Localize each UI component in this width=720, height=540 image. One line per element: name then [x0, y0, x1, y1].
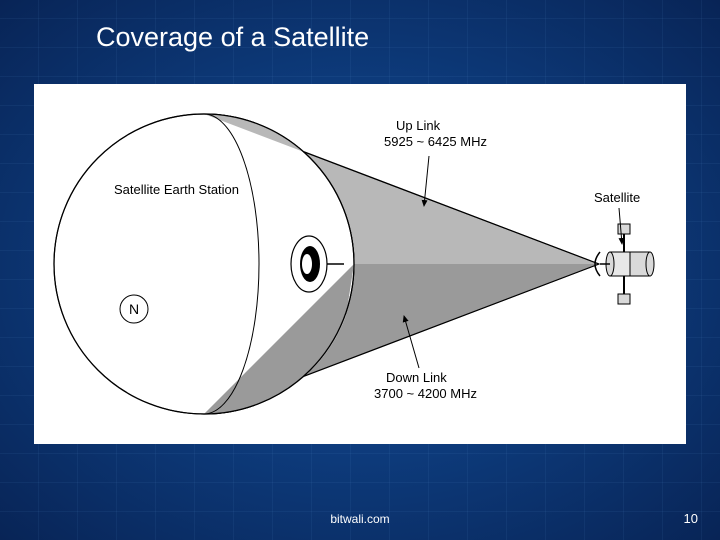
downlink-freq: 3700 ~ 4200 MHz	[374, 386, 477, 401]
dish-inner-hl	[302, 254, 312, 274]
satellite-label: Satellite	[594, 190, 640, 205]
north-marker-label: N	[129, 301, 139, 317]
diagram-container: N Satellite Earth Station Up Link 5925 ~	[34, 84, 686, 444]
slide-number: 10	[684, 511, 698, 526]
satellite-icon	[595, 224, 654, 304]
coverage-diagram: N Satellite Earth Station Up Link 5925 ~	[34, 84, 686, 444]
footer-source: bitwali.com	[330, 512, 389, 526]
station-label: Satellite Earth Station	[114, 182, 239, 197]
downlink-title: Down Link	[386, 370, 447, 385]
uplink-title: Up Link	[396, 118, 441, 133]
uplink-freq: 5925 ~ 6425 MHz	[384, 134, 487, 149]
page-title: Coverage of a Satellite	[96, 22, 369, 53]
